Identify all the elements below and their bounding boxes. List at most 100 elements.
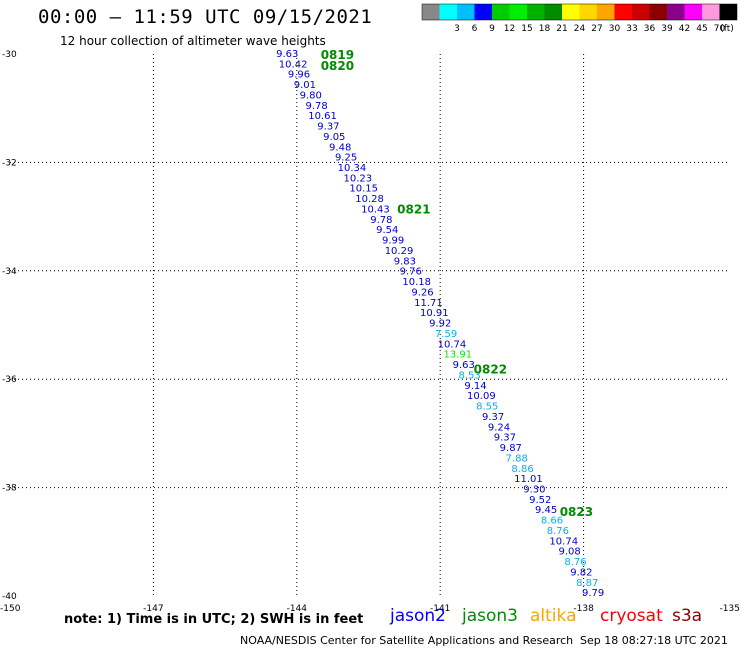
- time-label: 0819: [321, 48, 354, 62]
- wave-height-label: 10.91: [420, 308, 449, 319]
- x-tick-label: -135: [720, 604, 740, 612]
- wave-height-label: 9.63: [453, 360, 475, 371]
- colorbar-tick-label: 70: [714, 24, 726, 34]
- colorbar-tick-label: 12: [504, 24, 515, 34]
- mission-cryosat: cryosat: [600, 606, 663, 626]
- wave-height-label: 10.09: [467, 391, 496, 402]
- colorbar-swatch: [632, 4, 650, 20]
- y-tick-label: -40: [2, 592, 17, 602]
- colorbar-tick-label: 6: [472, 24, 478, 34]
- wave-height-label: 9.76: [400, 267, 422, 278]
- wave-height-label: 9.48: [329, 142, 351, 153]
- colorbar-tick-label: 36: [644, 24, 656, 34]
- wave-height-label: 9.37: [494, 433, 516, 444]
- wave-height-label: 9.83: [394, 256, 416, 267]
- color-legend: 3 6 9 12 15 18 21 24 27 30 33 36 39 42 45 70(ft): [421, 3, 738, 34]
- wave-height-label: 9.01: [294, 80, 316, 91]
- units-note: note: 1) Time is in UTC; 2) SWH is in fe…: [64, 612, 364, 627]
- wave-height-label: 9.82: [570, 567, 592, 578]
- y-tick-label: -32: [2, 158, 17, 168]
- x-tick-label: -138: [573, 604, 594, 612]
- wave-height-label: 9.25: [335, 153, 357, 164]
- colorbar-swatch: [439, 4, 457, 20]
- wave-height-label: 10.74: [438, 339, 467, 350]
- wave-height-label: 8.76: [547, 526, 569, 537]
- x-tick-label: -141: [430, 604, 450, 612]
- wave-height-label: 9.78: [306, 101, 328, 112]
- colorbar-tick-label: 3: [454, 24, 460, 34]
- wave-height-label: 9.30: [523, 484, 545, 495]
- wave-height-label: 9.52: [529, 495, 551, 506]
- colorbar-tick-label: 45: [696, 24, 707, 34]
- colorbar-swatch: [527, 4, 545, 20]
- time-label: 0823: [560, 505, 593, 519]
- colorbar-swatch: [684, 4, 702, 20]
- wave-height-label: 8.87: [576, 578, 598, 589]
- wave-height-label: 7.59: [435, 329, 457, 340]
- wave-height-label: 7.88: [506, 453, 528, 464]
- chart-title: 00:00 – 11:59 UTC 09/15/2021: [38, 6, 373, 28]
- wave-height-label: 13.91: [444, 350, 473, 361]
- wave-height-label: 10.42: [279, 59, 308, 70]
- x-tick-label: -147: [143, 604, 163, 612]
- colorbar-swatch: [457, 4, 475, 20]
- wave-height-label: 10.61: [308, 111, 337, 122]
- y-tick-label: -36: [2, 375, 17, 385]
- wave-height-label: 9.92: [429, 319, 451, 330]
- colorbar-swatch: [667, 4, 685, 20]
- wave-height-label: 9.05: [323, 132, 345, 143]
- colorbar-swatch: [579, 4, 597, 20]
- x-tick-label: -150: [0, 604, 21, 612]
- wave-height-plot: -30 -32 -34 -36 -38 -40 -150 -147 -144 -141 -138 -1…: [0, 48, 740, 612]
- colorbar-swatch: [597, 4, 615, 20]
- wave-height-label: 9.45: [535, 505, 557, 516]
- x-tick-label: -144: [287, 604, 308, 612]
- mission-s3a: s3a: [672, 606, 703, 626]
- colorbar-swatch: [492, 4, 510, 20]
- y-tick-label: -30: [2, 50, 17, 60]
- wave-height-label: 9.87: [500, 443, 522, 454]
- wave-height-label: 9.79: [582, 588, 604, 599]
- wave-height-label: 9.14: [464, 381, 486, 392]
- time-label: 0820: [321, 59, 354, 73]
- colorbar-tick-label: 18: [539, 24, 551, 34]
- wave-height-label: 11.01: [514, 474, 543, 485]
- wave-height-label: 10.18: [402, 277, 431, 288]
- generated-timestamp: Sep 18 08:27:18 UTC 2021: [580, 634, 728, 647]
- wave-height-label: 10.43: [361, 204, 390, 215]
- wave-height-label: 11.71: [414, 298, 443, 309]
- colorbar-tick-label: 15: [521, 24, 532, 34]
- wave-height-label: 9.80: [300, 90, 322, 101]
- mission-jason2: jason2: [390, 606, 446, 626]
- colorbar-swatch: [614, 4, 632, 20]
- y-tick-label: -34: [2, 267, 17, 277]
- wave-height-label: 10.15: [349, 184, 378, 195]
- wave-height-label: 10.29: [385, 246, 414, 257]
- wave-height-label: 8.86: [511, 464, 533, 475]
- wave-height-label: 10.34: [338, 163, 367, 174]
- colorbar-tick-label: 21: [556, 24, 567, 34]
- colorbar-swatch: [544, 4, 562, 20]
- wave-height-label: 9.78: [370, 215, 392, 226]
- colorbar-tick-label: 30: [609, 24, 621, 34]
- colorbar-tick-label: 9: [489, 24, 495, 34]
- wave-height-label: 9.96: [288, 70, 310, 81]
- mission-jason3: jason3: [462, 606, 518, 626]
- colorbar-unit: (ft): [720, 24, 734, 34]
- wave-height-label: 9.08: [558, 547, 580, 558]
- colorbar-swatch: [509, 4, 527, 20]
- chart-subtitle: 12 hour collection of altimeter wave hei…: [60, 34, 326, 48]
- wave-height-label: 10.28: [355, 194, 384, 205]
- colorbar-swatch: [719, 4, 737, 20]
- colorbar-swatch: [702, 4, 720, 20]
- colorbar-frame: [421, 3, 738, 21]
- colorbar-tick-label: 24: [574, 24, 586, 34]
- wave-height-label: 8.53: [458, 370, 480, 381]
- mission-altika: altika: [530, 606, 577, 626]
- colorbar-swatch: [422, 4, 440, 20]
- colorbar-tick-label: 39: [661, 24, 673, 34]
- credit-text: NOAA/NESDIS Center for Satellite Applica…: [240, 634, 574, 647]
- wave-height-label: 9.99: [382, 236, 404, 247]
- wave-height-label: 9.26: [411, 287, 433, 298]
- wave-height-label: 9.54: [376, 225, 398, 236]
